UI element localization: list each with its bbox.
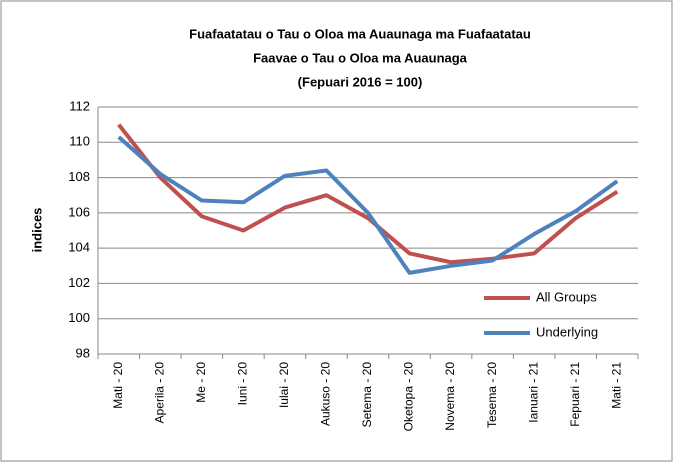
y-tick-label: 98 [76,345,90,360]
chart-title: (Fepuari 2016 = 100) [298,74,423,89]
x-tick-label: Setema - 20 [360,362,374,428]
y-tick-label: 104 [68,240,90,255]
y-tick-label: 106 [68,204,90,219]
y-tick-label: 102 [68,275,90,290]
chart-title: Faavae o Tau o Oloa ma Auaunaga [253,50,468,65]
x-tick-label: Aperila - 20 [152,362,166,424]
legend-label: All Groups [536,289,597,304]
x-tick-label: Aukuso - 20 [319,362,333,426]
y-tick-label: 112 [69,98,90,113]
x-tick-label: Me - 20 [194,362,208,403]
x-tick-label: Tesema - 20 [485,362,499,428]
x-tick-label: Mati - 21 [609,362,623,409]
y-tick-label: 108 [68,169,90,184]
x-tick-label: Oketopa - 20 [402,362,416,432]
x-tick-label: Mati - 20 [111,362,125,409]
x-tick-label: Iuni - 20 [236,362,250,406]
series-line [117,135,619,275]
x-tick-label: Ianuari - 21 [526,362,540,423]
legend-label: Underlying [536,324,598,339]
series-line [117,123,619,265]
chart-title: Fuafaatatau o Tau o Oloa ma Auaunaga ma … [189,26,531,41]
x-tick-label: Fepuari - 21 [568,362,582,427]
x-tick-label: Novema - 20 [443,362,457,431]
y-tick-label: 100 [68,310,90,325]
y-tick-label: 110 [69,134,90,149]
x-tick-label: Iulai - 20 [277,362,291,408]
y-axis-label: indices [29,208,44,253]
